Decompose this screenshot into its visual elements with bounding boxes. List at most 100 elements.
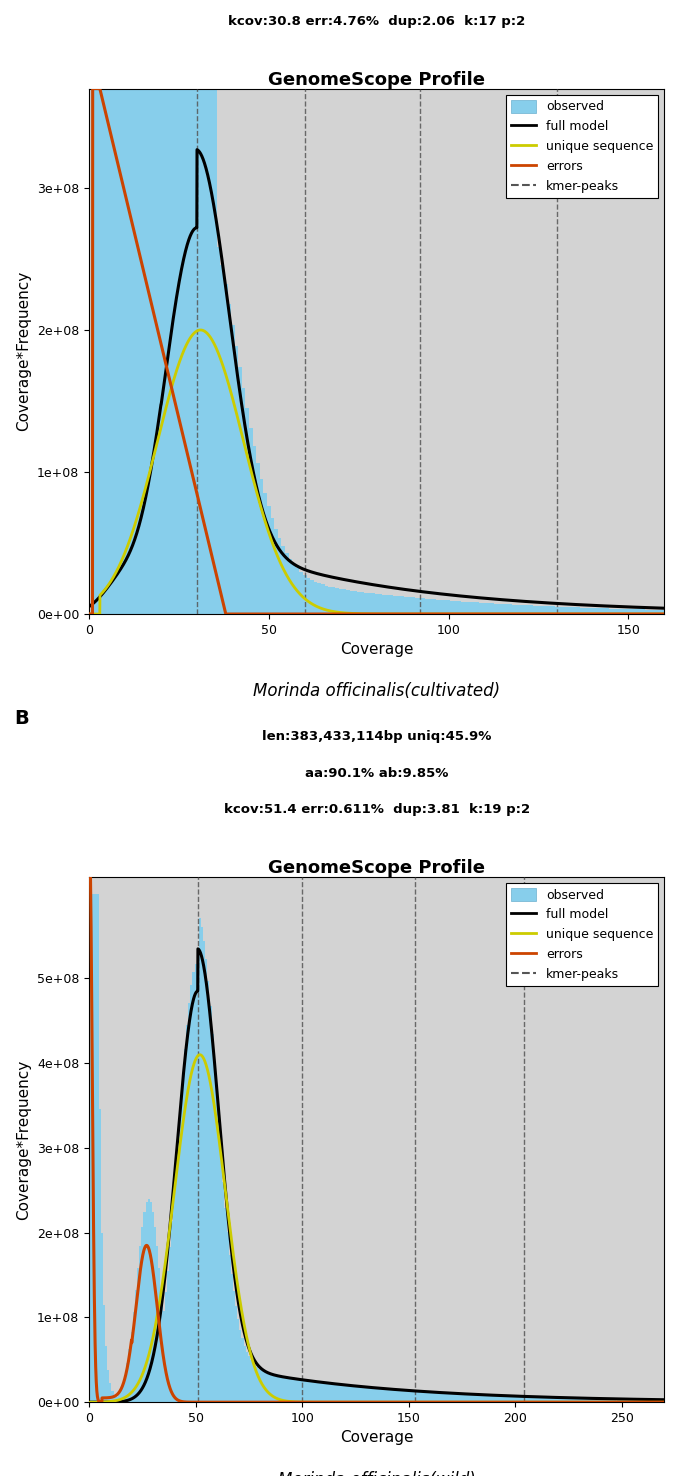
Bar bbox=[474, 1395, 476, 1402]
Bar bbox=[295, 1377, 297, 1402]
Bar bbox=[195, 964, 197, 1402]
Bar bbox=[214, 1064, 216, 1402]
Bar bbox=[482, 1395, 484, 1402]
Bar bbox=[630, 1399, 632, 1402]
Bar bbox=[484, 1395, 486, 1402]
Bar bbox=[610, 1399, 612, 1402]
Bar bbox=[561, 1398, 563, 1402]
Bar bbox=[285, 554, 288, 614]
Bar bbox=[386, 595, 389, 614]
Bar bbox=[653, 1399, 655, 1402]
Bar bbox=[224, 283, 227, 614]
Bar bbox=[393, 1389, 395, 1402]
Bar bbox=[242, 388, 245, 614]
Bar bbox=[400, 596, 403, 614]
Bar bbox=[471, 1395, 474, 1402]
Bar bbox=[241, 1339, 244, 1402]
Bar bbox=[116, 89, 120, 614]
Bar bbox=[479, 602, 483, 614]
Bar bbox=[352, 1386, 354, 1402]
Bar bbox=[422, 598, 425, 614]
Bar bbox=[321, 584, 325, 614]
Bar bbox=[91, 89, 95, 614]
Bar bbox=[397, 596, 400, 614]
Bar bbox=[390, 1389, 393, 1402]
Bar bbox=[529, 1396, 532, 1402]
Bar bbox=[350, 1384, 352, 1402]
Bar bbox=[299, 1379, 301, 1402]
Bar bbox=[519, 1396, 521, 1402]
Bar bbox=[342, 589, 346, 614]
Bar bbox=[177, 1135, 179, 1402]
Bar bbox=[318, 1382, 321, 1402]
Bar bbox=[446, 1393, 448, 1402]
Bar bbox=[497, 1396, 499, 1402]
Bar bbox=[92, 893, 95, 1402]
Bar bbox=[116, 1398, 118, 1402]
Bar bbox=[344, 1384, 346, 1402]
Bar bbox=[603, 1399, 606, 1402]
Bar bbox=[363, 1386, 365, 1402]
Bar bbox=[589, 1399, 591, 1402]
Bar bbox=[181, 89, 184, 614]
Bar bbox=[576, 1398, 578, 1402]
Bar bbox=[277, 1374, 279, 1402]
Bar bbox=[158, 1268, 160, 1402]
Bar bbox=[597, 1399, 599, 1402]
Bar bbox=[598, 608, 601, 614]
Bar bbox=[659, 1399, 661, 1402]
Bar bbox=[616, 1399, 619, 1402]
Bar bbox=[332, 587, 336, 614]
Bar bbox=[555, 607, 558, 614]
Bar bbox=[264, 493, 267, 614]
Bar bbox=[636, 1399, 638, 1402]
Bar bbox=[565, 1398, 567, 1402]
Bar bbox=[573, 607, 576, 614]
Bar bbox=[177, 89, 181, 614]
Bar bbox=[98, 89, 101, 614]
Bar bbox=[476, 1395, 478, 1402]
Bar bbox=[443, 601, 447, 614]
Bar bbox=[120, 89, 123, 614]
Bar bbox=[537, 605, 540, 614]
Bar bbox=[423, 1392, 425, 1402]
Bar bbox=[95, 893, 97, 1402]
Bar bbox=[634, 1399, 636, 1402]
Bar bbox=[124, 1374, 126, 1402]
Bar bbox=[497, 604, 501, 614]
Bar bbox=[486, 604, 490, 614]
Bar bbox=[645, 610, 648, 614]
Bar bbox=[167, 1271, 169, 1402]
Bar bbox=[188, 1002, 190, 1402]
Bar bbox=[382, 595, 386, 614]
Bar bbox=[173, 1194, 175, 1402]
Bar bbox=[159, 89, 163, 614]
Bar bbox=[133, 1312, 135, 1402]
Bar bbox=[432, 599, 436, 614]
Bar bbox=[467, 1395, 469, 1402]
Bar bbox=[145, 89, 149, 614]
Bar bbox=[114, 1396, 116, 1402]
Bar bbox=[122, 1383, 124, 1402]
Bar bbox=[648, 610, 652, 614]
Bar bbox=[559, 1398, 561, 1402]
Bar bbox=[501, 1396, 503, 1402]
Bar bbox=[97, 893, 99, 1402]
Bar bbox=[623, 610, 627, 614]
Bar bbox=[233, 1292, 235, 1402]
Bar bbox=[227, 1232, 229, 1402]
Bar bbox=[357, 592, 360, 614]
Bar bbox=[199, 918, 201, 1402]
Bar bbox=[544, 607, 547, 614]
Bar bbox=[275, 1374, 277, 1402]
Bar bbox=[601, 608, 605, 614]
Bar bbox=[501, 604, 504, 614]
Bar bbox=[342, 1384, 344, 1402]
Bar bbox=[490, 604, 494, 614]
Bar bbox=[433, 1392, 436, 1402]
Bar bbox=[310, 1380, 312, 1402]
Bar bbox=[254, 1365, 256, 1402]
Bar bbox=[425, 599, 429, 614]
Bar bbox=[619, 1399, 621, 1402]
Bar bbox=[127, 89, 130, 614]
